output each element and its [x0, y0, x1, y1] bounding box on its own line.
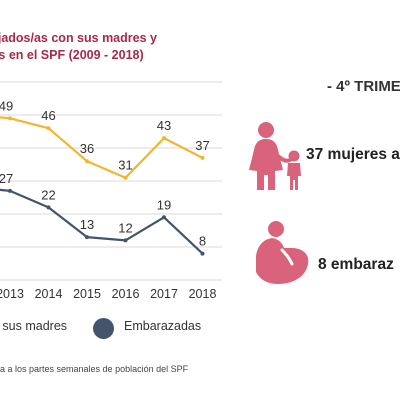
series-1-point: [46, 205, 51, 210]
series-0-point: [123, 175, 128, 180]
x-tick-label: 2017: [150, 287, 178, 301]
data-label: 31: [118, 158, 132, 173]
chart-grid: [0, 81, 222, 281]
series-line-1: [0, 188, 204, 255]
chart-title-line-2: ias en el SPF (2009 - 2018): [0, 48, 144, 62]
chart-title-line-1: s/as alojados/as con sus madres y: [0, 31, 157, 45]
series-0-point: [200, 155, 205, 160]
series-0-point: [46, 126, 51, 131]
data-label: 19: [157, 197, 171, 212]
data-label: 43: [157, 118, 171, 133]
data-label: 12: [118, 220, 132, 235]
data-label: 37: [195, 138, 209, 153]
chart-x-ticks: 2013 2014 2015 2016 2017 2018: [0, 287, 216, 301]
series-1-point: [8, 188, 12, 193]
data-label: 22: [41, 187, 55, 202]
mother-child-icon: [249, 122, 301, 190]
x-tick-label: 2015: [73, 287, 101, 301]
data-label: 49: [0, 98, 13, 113]
source-note: a a los partes semanales de población de…: [0, 364, 189, 374]
legend-item-a-label: n sus madres: [0, 319, 68, 333]
series-0-point: [85, 159, 89, 164]
chart-lines: [0, 116, 204, 255]
series-0-point: [162, 136, 166, 141]
data-label: 36: [80, 141, 94, 156]
chart-points: [8, 116, 205, 256]
data-label: 27: [0, 171, 13, 186]
x-tick-label: 2018: [189, 287, 217, 301]
series-1-point: [85, 235, 89, 240]
x-tick-label: 2016: [112, 287, 140, 301]
x-tick-label: 2014: [35, 287, 63, 301]
chart-data-labels: 49 46 36 31 43 37 27 22 13 12 19 8: [0, 98, 210, 248]
series-1-point: [162, 215, 166, 220]
series-1-point: [200, 251, 205, 256]
stat-pregnant: 8 embaraz: [318, 256, 394, 273]
legend-item-b-swatch: [93, 318, 114, 339]
data-label: 8: [199, 234, 206, 249]
x-tick-label: 2013: [0, 287, 24, 301]
chart-title: s/as alojados/as con sus madres y ias en…: [0, 30, 220, 64]
series-1-point: [123, 238, 128, 243]
series-0-point: [8, 116, 12, 121]
pregnant-woman-icon: [256, 221, 309, 284]
stat-mothers: 37 mujeres a: [306, 146, 400, 163]
series-line-0: [0, 116, 204, 179]
data-label: 46: [41, 108, 55, 123]
legend-item-b-label: Embarazadas: [124, 319, 202, 333]
data-label: 13: [80, 217, 94, 232]
right-panel-heading: - 4º TRIME: [327, 78, 400, 95]
